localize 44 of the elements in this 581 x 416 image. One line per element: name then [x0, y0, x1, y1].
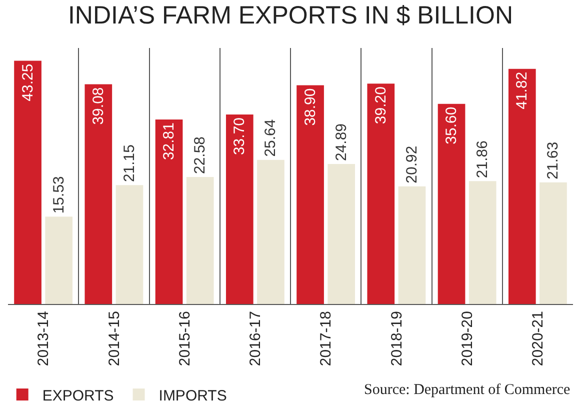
bar — [186, 177, 214, 304]
data-label: 21.15 — [120, 144, 138, 182]
data-label: 41.82 — [514, 72, 531, 110]
data-label: 25.64 — [262, 119, 280, 157]
data-label: 22.58 — [192, 136, 209, 174]
bar — [45, 216, 73, 304]
bar — [226, 114, 254, 304]
chart-title: INDIA’S FARM EXPORTS IN $ BILLION — [68, 2, 514, 30]
data-label: 33.70 — [231, 118, 248, 156]
data-label: 39.08 — [90, 87, 107, 125]
bar — [155, 120, 183, 304]
x-tick-label: 2013-14 — [35, 311, 52, 366]
bar — [14, 60, 42, 304]
legend-label: EXPORTS — [42, 387, 114, 404]
x-tick-label: 2020-21 — [530, 311, 547, 366]
data-label: 21.63 — [544, 142, 562, 180]
data-label: 38.90 — [302, 88, 319, 126]
data-label: 24.89 — [332, 123, 350, 162]
data-label: 35.60 — [443, 106, 460, 144]
bar — [296, 85, 324, 304]
bar — [328, 164, 356, 304]
x-tick-label: 2015-16 — [176, 311, 194, 366]
x-tick-label: 2016-17 — [247, 311, 264, 366]
bar — [84, 84, 112, 304]
bar — [398, 186, 426, 304]
bar — [508, 68, 536, 304]
source-note: Source: Department of Commerce — [364, 382, 571, 398]
data-label: 21.86 — [474, 140, 492, 178]
x-tick-label: 2019-20 — [458, 311, 476, 366]
data-label: 43.25 — [19, 64, 36, 102]
data-label: 20.92 — [403, 146, 420, 184]
bar — [438, 104, 466, 304]
data-label: 15.53 — [50, 176, 68, 214]
bar — [468, 181, 496, 304]
bar — [540, 182, 567, 304]
x-tick-label: 2018-19 — [388, 311, 406, 366]
data-label: 32.81 — [160, 122, 178, 160]
legend-label: IMPORTS — [158, 387, 227, 404]
x-tick-label: 2017-18 — [318, 311, 335, 366]
data-label: 39.20 — [372, 86, 390, 124]
bar — [367, 84, 395, 304]
bar — [116, 185, 144, 304]
bar — [257, 160, 284, 304]
x-tick-label: 2014-15 — [106, 311, 123, 366]
